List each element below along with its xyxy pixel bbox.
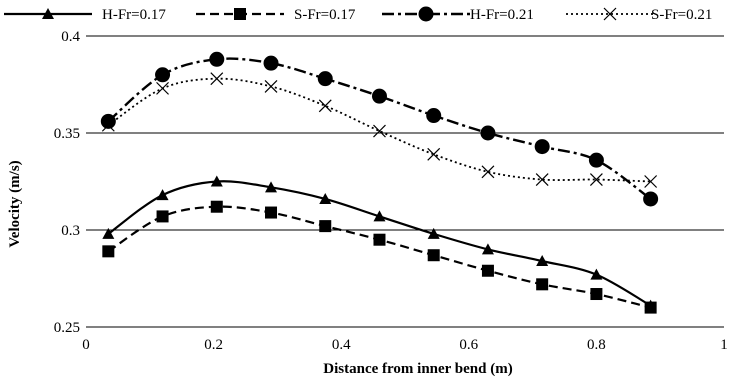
data-point-triangle	[373, 210, 386, 222]
series-layer	[100, 51, 659, 314]
data-point-cross	[264, 80, 278, 93]
legend-label: S-Fr=0.21	[651, 7, 712, 23]
gridlines	[86, 35, 724, 231]
series-H-Fr=0.17	[102, 175, 657, 311]
cross-stroke	[589, 173, 603, 186]
x-tick-label: 0.2	[204, 337, 223, 353]
data-point-triangle	[156, 189, 169, 201]
data-point-triangle	[481, 243, 494, 255]
x-tick-label: 1	[720, 337, 728, 353]
data-point-circle	[155, 67, 171, 83]
data-point-circle	[534, 139, 550, 155]
cross-stroke	[603, 7, 617, 21]
series-line	[107, 57, 652, 200]
data-point-square	[536, 278, 549, 291]
series-S-Fr=0.21	[101, 72, 658, 188]
y-tick-label: 0.3	[61, 223, 80, 239]
data-point-triangle	[102, 227, 115, 239]
data-point-triangle	[427, 227, 440, 239]
data-point-square	[319, 220, 332, 233]
data-point-triangle	[319, 192, 332, 204]
data-point-square	[590, 288, 603, 301]
data-point-circle	[480, 125, 496, 141]
cross-stroke	[373, 124, 386, 138]
cross-stroke	[427, 147, 441, 161]
series-S-Fr=0.17	[102, 200, 657, 314]
tick-labels: 0.25 0.3 0.35 0.4 0 0.2 0.4 0.6 0.8 1	[54, 29, 728, 353]
x-tick-label: 0.8	[587, 337, 606, 353]
data-point-cross	[318, 99, 332, 113]
cross-stroke	[210, 72, 224, 86]
y-tick-label: 0.35	[54, 126, 80, 142]
cross-stroke	[101, 118, 115, 132]
data-point-cross	[644, 175, 658, 188]
y-tick-label: 0.25	[54, 320, 80, 336]
data-point-circle	[588, 152, 604, 168]
data-point-circle	[643, 191, 659, 207]
data-point-square	[481, 264, 494, 277]
data-point-square	[644, 301, 657, 314]
data-point-square	[427, 249, 440, 262]
cross-stroke	[318, 99, 332, 113]
data-point-square	[373, 233, 386, 246]
legend: H-Fr=0.17 S-Fr=0.17 H-Fr=0.21 S-Fr=0.21	[4, 6, 712, 23]
data-point-triangle	[590, 268, 603, 280]
data-point-circle	[209, 51, 225, 67]
data-point-circle	[371, 88, 387, 104]
x-axis-title: Distance from inner bend (m)	[323, 361, 512, 377]
data-point-triangle	[210, 175, 223, 187]
cross-stroke	[264, 80, 278, 93]
data-point-triangle	[265, 181, 278, 193]
legend-item: H-Fr=0.17	[4, 7, 166, 23]
x-tick-label: 0	[82, 337, 90, 353]
data-point-square	[102, 245, 115, 258]
legend-item: H-Fr=0.21	[382, 6, 534, 23]
data-point-cross	[156, 81, 169, 95]
data-point-cross	[210, 72, 224, 86]
data-point-square	[265, 206, 278, 219]
y-axis-title: Velocity (m/s)	[7, 160, 23, 247]
data-point-cross	[373, 124, 386, 138]
legend-marker-square	[234, 8, 246, 20]
series-line	[107, 205, 651, 309]
data-point-circle	[100, 113, 116, 129]
x-tick-label: 0.6	[459, 337, 478, 353]
legend-marker-circle	[418, 6, 434, 22]
data-point-cross	[481, 165, 495, 179]
x-tick-label: 0.4	[332, 337, 351, 353]
data-point-cross	[101, 118, 115, 132]
cross-stroke	[644, 175, 658, 188]
cross-stroke	[481, 165, 495, 179]
data-point-circle	[317, 71, 333, 87]
data-point-cross	[427, 147, 441, 161]
series-H-Fr=0.21	[100, 51, 659, 207]
data-point-square	[156, 210, 169, 223]
legend-item: S-Fr=0.17	[196, 7, 356, 23]
cross-stroke	[156, 81, 169, 95]
legend-marker-cross	[603, 7, 617, 21]
data-point-cross	[535, 173, 549, 186]
data-point-triangle	[536, 255, 549, 267]
legend-label: H-Fr=0.17	[102, 7, 166, 23]
cross-stroke	[535, 173, 549, 186]
data-point-circle	[263, 55, 279, 71]
y-tick-label: 0.4	[61, 29, 80, 45]
legend-label: H-Fr=0.21	[470, 7, 534, 23]
data-point-circle	[426, 108, 442, 124]
data-point-cross	[589, 173, 603, 186]
legend-item: S-Fr=0.21	[566, 7, 712, 23]
legend-marker-triangle	[42, 8, 54, 19]
data-point-square	[210, 200, 223, 213]
legend-label: S-Fr=0.17	[294, 7, 356, 23]
